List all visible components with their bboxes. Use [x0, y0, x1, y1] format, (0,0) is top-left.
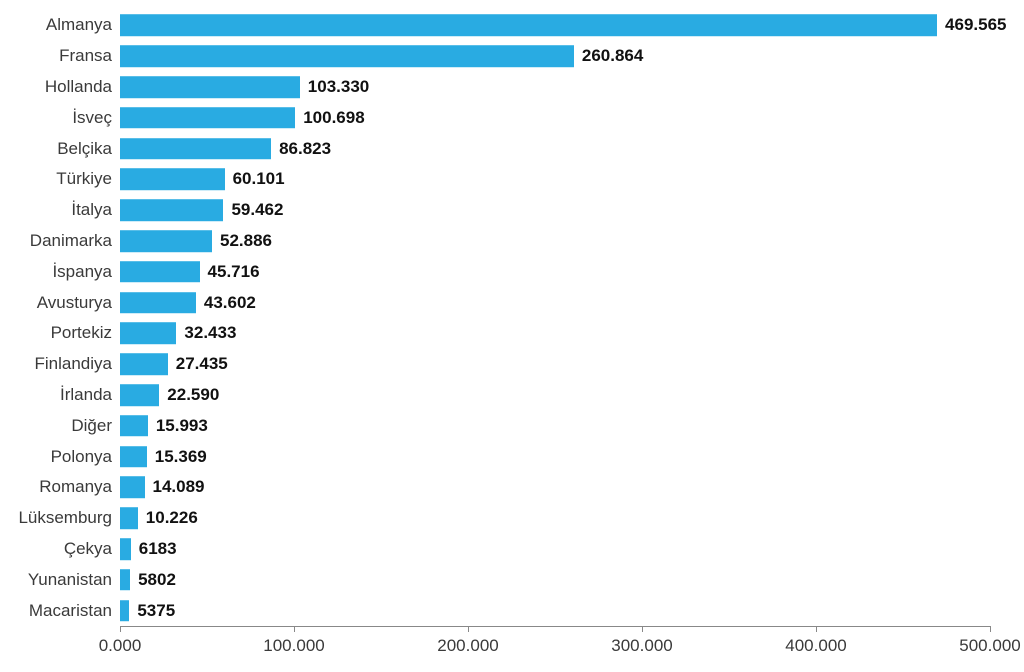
bar-row: Danimarka52.886 — [120, 226, 990, 257]
x-tick — [816, 626, 817, 632]
bar-row: Fransa260.864 — [120, 41, 990, 72]
y-axis-label: Hollanda — [0, 77, 112, 97]
value-label: 52.886 — [220, 231, 272, 251]
bar-row: Avusturya43.602 — [120, 287, 990, 318]
bar-row: Hollanda103.330 — [120, 72, 990, 103]
bar-row: Romanya14.089 — [120, 472, 990, 503]
x-axis-line — [120, 626, 990, 627]
bar — [120, 292, 196, 314]
bar-row: Çekya6183 — [120, 534, 990, 565]
bar-row: Almanya469.565 — [120, 10, 990, 41]
value-label: 103.330 — [308, 77, 369, 97]
value-label: 100.698 — [303, 108, 364, 128]
bar — [120, 353, 168, 375]
y-axis-label: Portekiz — [0, 323, 112, 343]
bar — [120, 230, 212, 252]
bar — [120, 446, 147, 468]
y-axis-label: Danimarka — [0, 231, 112, 251]
x-tick — [990, 626, 991, 632]
y-axis-label: İspanya — [0, 262, 112, 282]
bar — [120, 384, 159, 406]
bar-row: Lüksemburg10.226 — [120, 503, 990, 534]
x-tick-label: 500.000 — [959, 636, 1020, 656]
bar-row: Finlandiya27.435 — [120, 349, 990, 380]
value-label: 32.433 — [184, 323, 236, 343]
y-axis-label: Diğer — [0, 416, 112, 436]
value-label: 5375 — [137, 601, 175, 621]
x-tick-label: 300.000 — [611, 636, 672, 656]
bar-row: Yunanistan5802 — [120, 564, 990, 595]
value-label: 45.716 — [208, 262, 260, 282]
value-label: 6183 — [139, 539, 177, 559]
bar — [120, 323, 176, 345]
bar-row: Portekiz32.433 — [120, 318, 990, 349]
x-tick-label: 400.000 — [785, 636, 846, 656]
bar-row: İspanya45.716 — [120, 256, 990, 287]
bar-row: İsveç100.698 — [120, 102, 990, 133]
value-label: 14.089 — [153, 477, 205, 497]
bar — [120, 138, 271, 160]
value-label: 15.369 — [155, 447, 207, 467]
bar — [120, 15, 937, 37]
y-axis-label: Türkiye — [0, 169, 112, 189]
value-label: 27.435 — [176, 354, 228, 374]
x-tick — [294, 626, 295, 632]
y-axis-label: Çekya — [0, 539, 112, 559]
bar-row: İrlanda22.590 — [120, 380, 990, 411]
x-tick — [468, 626, 469, 632]
value-label: 60.101 — [233, 169, 285, 189]
bar — [120, 45, 574, 67]
value-label: 10.226 — [146, 508, 198, 528]
bar — [120, 538, 131, 560]
bar-row: Diğer15.993 — [120, 410, 990, 441]
value-label: 43.602 — [204, 293, 256, 313]
bar — [120, 76, 300, 98]
plot-area: Almanya469.565Fransa260.864Hollanda103.3… — [120, 10, 990, 626]
y-axis-label: Macaristan — [0, 601, 112, 621]
bar — [120, 169, 225, 191]
x-tick — [120, 626, 121, 632]
bar-row: İtalya59.462 — [120, 195, 990, 226]
bar — [120, 415, 148, 437]
value-label: 22.590 — [167, 385, 219, 405]
value-label: 86.823 — [279, 139, 331, 159]
bar-row: Belçika86.823 — [120, 133, 990, 164]
bar — [120, 569, 130, 591]
y-axis-label: Finlandiya — [0, 354, 112, 374]
bar — [120, 107, 295, 129]
y-axis-label: Avusturya — [0, 293, 112, 313]
bar — [120, 261, 200, 283]
y-axis-label: Almanya — [0, 15, 112, 35]
value-label: 260.864 — [582, 46, 643, 66]
y-axis-label: Yunanistan — [0, 570, 112, 590]
bar — [120, 507, 138, 529]
y-axis-label: İrlanda — [0, 385, 112, 405]
value-label: 5802 — [138, 570, 176, 590]
bar — [120, 477, 145, 499]
bar — [120, 600, 129, 622]
value-label: 15.993 — [156, 416, 208, 436]
bar-row: Macaristan5375 — [120, 595, 990, 626]
y-axis-label: İsveç — [0, 108, 112, 128]
chart-container: Almanya469.565Fransa260.864Hollanda103.3… — [0, 0, 1024, 672]
y-axis-label: Polonya — [0, 447, 112, 467]
y-axis-label: Romanya — [0, 477, 112, 497]
y-axis-label: Lüksemburg — [0, 508, 112, 528]
bar — [120, 199, 223, 221]
x-tick-label: 0.000 — [99, 636, 142, 656]
value-label: 59.462 — [231, 200, 283, 220]
bar-row: Türkiye60.101 — [120, 164, 990, 195]
value-label: 469.565 — [945, 15, 1006, 35]
bar-row: Polonya15.369 — [120, 441, 990, 472]
y-axis-label: İtalya — [0, 200, 112, 220]
y-axis-label: Belçika — [0, 139, 112, 159]
x-tick-label: 200.000 — [437, 636, 498, 656]
x-tick-label: 100.000 — [263, 636, 324, 656]
x-tick — [642, 626, 643, 632]
y-axis-label: Fransa — [0, 46, 112, 66]
